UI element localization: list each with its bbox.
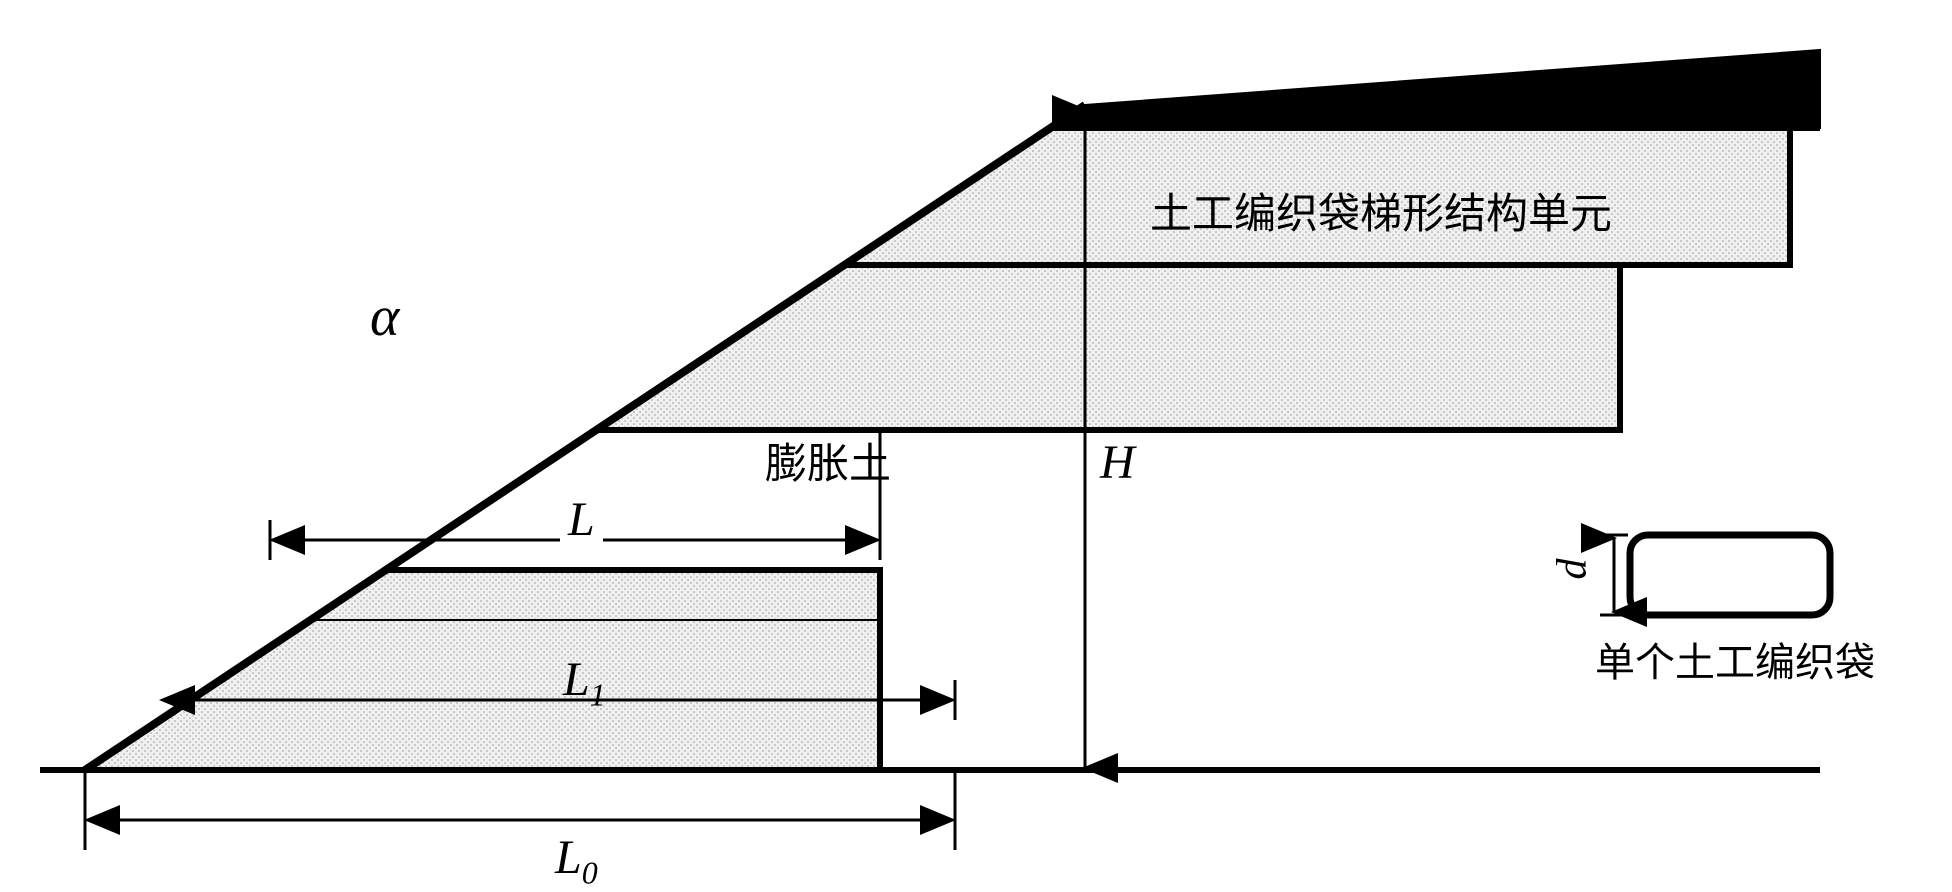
single-bag-rect <box>1630 535 1830 615</box>
single-bag-label: 单个土工编织袋 <box>1595 630 1875 688</box>
d-label: d <box>1549 559 1597 580</box>
expansive-soil-label: 膨胀土 <box>765 430 891 491</box>
trapezoid-unit-label: 土工编织袋梯形结构单元 <box>1150 180 1612 241</box>
cross-section-svg <box>0 0 1952 888</box>
l0-label: L0 <box>555 830 598 892</box>
bottom-layer <box>85 570 880 770</box>
l-label: L <box>560 492 603 547</box>
alpha-label: α <box>370 285 399 349</box>
l1-label: L1 <box>555 652 614 714</box>
middle-layer <box>595 265 1620 430</box>
h-label: H <box>1100 435 1135 490</box>
top-black-cap <box>1049 50 1820 128</box>
diagram-container: α L L1 L0 H d 膨胀土 土工编织袋梯形结构单元 单个土工编织袋 <box>0 0 1952 888</box>
